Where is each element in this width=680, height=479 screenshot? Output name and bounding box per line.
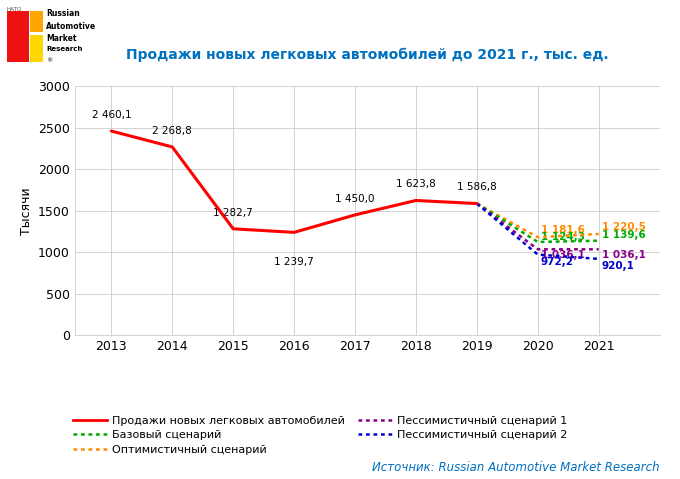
- FancyBboxPatch shape: [30, 11, 43, 32]
- Text: Продажи новых легковых автомобилей до 2021 г., тыс. ед.: Продажи новых легковых автомобилей до 20…: [126, 48, 609, 62]
- Text: 1 181,6: 1 181,6: [541, 225, 585, 235]
- Text: 1 139,6: 1 139,6: [602, 230, 645, 240]
- Text: НАТО: НАТО: [7, 7, 22, 12]
- Text: 1 282,7: 1 282,7: [214, 208, 253, 217]
- Text: 920,1: 920,1: [602, 261, 634, 271]
- Text: 2 460,1: 2 460,1: [92, 110, 131, 120]
- Text: Market: Market: [46, 34, 77, 43]
- Text: 1 036,1: 1 036,1: [602, 250, 645, 260]
- Text: 1 124,3: 1 124,3: [541, 231, 585, 241]
- Text: Research: Research: [46, 46, 82, 52]
- Legend: Продажи новых легковых автомобилей, Базовый сценарий, Оптимистичный сценарий, Пе: Продажи новых легковых автомобилей, Базо…: [69, 411, 572, 459]
- Text: 972,2: 972,2: [541, 257, 574, 267]
- Text: Russian: Russian: [46, 9, 80, 18]
- Text: 1 450,0: 1 450,0: [335, 194, 375, 204]
- Text: ®: ®: [46, 59, 52, 64]
- Text: Automotive: Automotive: [46, 22, 97, 31]
- Text: 1 220,5: 1 220,5: [602, 222, 645, 232]
- Text: 1 036,1: 1 036,1: [541, 250, 585, 260]
- Text: 2 268,8: 2 268,8: [152, 126, 192, 136]
- FancyBboxPatch shape: [7, 11, 29, 62]
- FancyBboxPatch shape: [30, 34, 43, 62]
- Y-axis label: Тысячи: Тысячи: [20, 187, 33, 235]
- Text: 1 586,8: 1 586,8: [457, 182, 496, 193]
- Text: Источник: Russian Automotive Market Research: Источник: Russian Automotive Market Rese…: [372, 461, 660, 474]
- Text: 1 239,7: 1 239,7: [274, 257, 314, 267]
- Text: 1 623,8: 1 623,8: [396, 179, 436, 189]
